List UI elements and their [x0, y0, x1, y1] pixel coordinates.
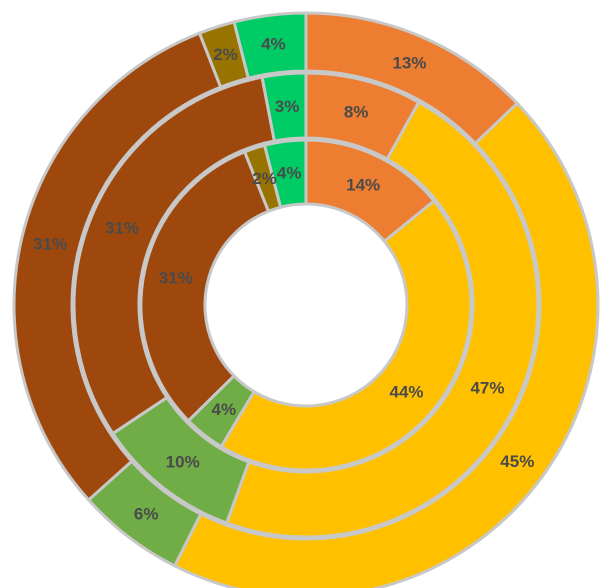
slice-label-inner-5: 4%	[277, 164, 302, 183]
slice-label-outer-5: 4%	[261, 35, 286, 54]
slice-label-inner-0: 14%	[346, 175, 380, 194]
slice-label-middle-0: 8%	[344, 102, 369, 121]
slice-middle-3	[72, 75, 277, 436]
slice-label-inner-1: 44%	[389, 383, 423, 402]
slice-label-inner-3: 31%	[159, 268, 193, 287]
slice-label-outer-3: 31%	[33, 235, 67, 254]
slice-label-outer-0: 13%	[392, 54, 426, 73]
slice-label-outer-2: 6%	[134, 504, 159, 523]
slice-label-middle-3: 31%	[105, 218, 139, 237]
slice-label-middle-1: 47%	[470, 378, 504, 397]
slice-inner-3	[139, 149, 271, 423]
slice-label-middle-5: 3%	[275, 97, 300, 116]
slice-middle-1	[224, 100, 540, 539]
slice-inner-1	[219, 198, 473, 472]
slice-inner-5	[262, 138, 308, 210]
slice-label-middle-2: 10%	[166, 452, 200, 471]
slice-middle-5	[260, 71, 308, 143]
slice-label-inner-4: 2%	[252, 169, 277, 188]
slice-outer-1	[172, 101, 600, 588]
slice-label-inner-2: 4%	[211, 400, 236, 419]
slice-outer-5	[232, 11, 308, 81]
slice-label-outer-1: 45%	[500, 452, 534, 471]
slice-label-outer-4: 2%	[213, 45, 238, 64]
